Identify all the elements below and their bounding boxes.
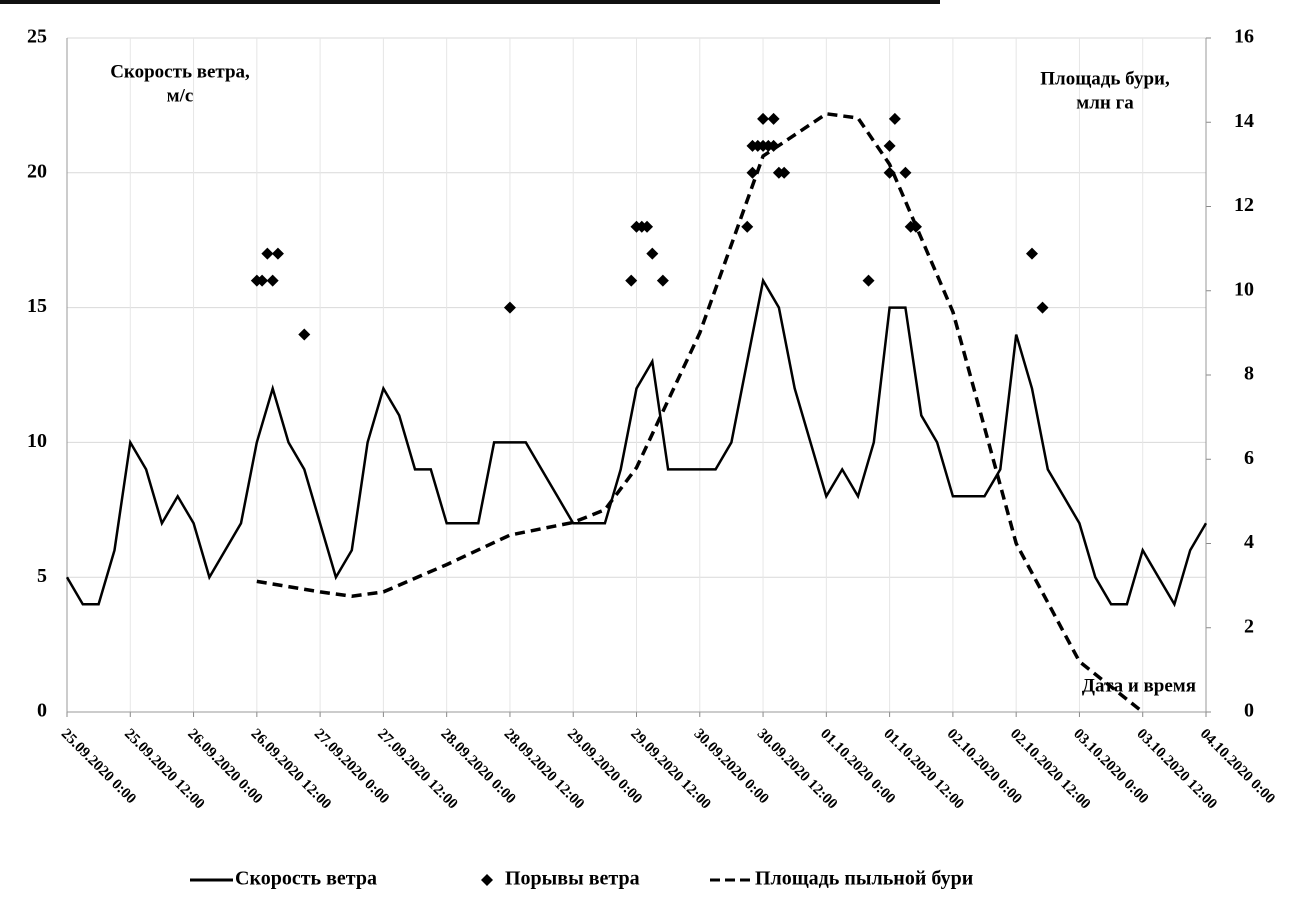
gust-marker: [757, 113, 769, 125]
legend-label: Порывы ветра: [505, 868, 640, 890]
y2-axis-title: Площадь бури,: [1040, 68, 1170, 89]
gust-marker: [768, 113, 780, 125]
gust-marker: [298, 329, 310, 341]
gust-marker: [863, 275, 875, 287]
y-tick-label: 0: [37, 700, 47, 722]
y2-tick-label: 14: [1234, 110, 1254, 132]
gust-marker: [889, 113, 901, 125]
y-tick-label: 10: [27, 430, 47, 452]
y2-tick-label: 10: [1234, 278, 1254, 300]
top-strip: [0, 0, 940, 4]
gust-marker: [504, 302, 516, 314]
y2-axis-title: млн га: [1076, 92, 1134, 113]
y2-tick-label: 6: [1244, 447, 1254, 469]
y2-tick-label: 16: [1234, 26, 1254, 48]
y-tick-label: 20: [27, 160, 47, 182]
y-tick-label: 25: [27, 26, 47, 48]
y-axis-title: м/с: [167, 85, 194, 106]
y2-tick-label: 12: [1234, 194, 1254, 216]
chart: 051015202525.09.2020 0:0025.09.2020 12:0…: [0, 0, 1299, 909]
y-tick-label: 15: [27, 295, 47, 317]
gust-marker: [1037, 302, 1049, 314]
legend-marker: [481, 874, 493, 886]
legend-label: Скорость ветра: [235, 868, 377, 890]
y-tick-label: 5: [37, 565, 47, 587]
gust-marker: [261, 248, 273, 260]
y2-tick-label: 4: [1244, 531, 1254, 553]
y-axis-title: Скорость ветра,: [110, 61, 250, 82]
gust-marker: [899, 167, 911, 179]
y2-tick-label: 8: [1244, 363, 1254, 385]
y2-tick-label: 0: [1244, 700, 1254, 722]
gust-marker: [625, 275, 637, 287]
gust-marker: [884, 140, 896, 152]
gust-marker: [741, 221, 753, 233]
gust-marker: [657, 275, 669, 287]
y2-tick-label: 2: [1244, 615, 1254, 637]
gust-marker: [646, 248, 658, 260]
legend-label: Площадь пыльной бури: [755, 868, 973, 890]
gust-marker: [272, 248, 284, 260]
gust-marker: [1026, 248, 1038, 260]
gust-marker: [267, 275, 279, 287]
